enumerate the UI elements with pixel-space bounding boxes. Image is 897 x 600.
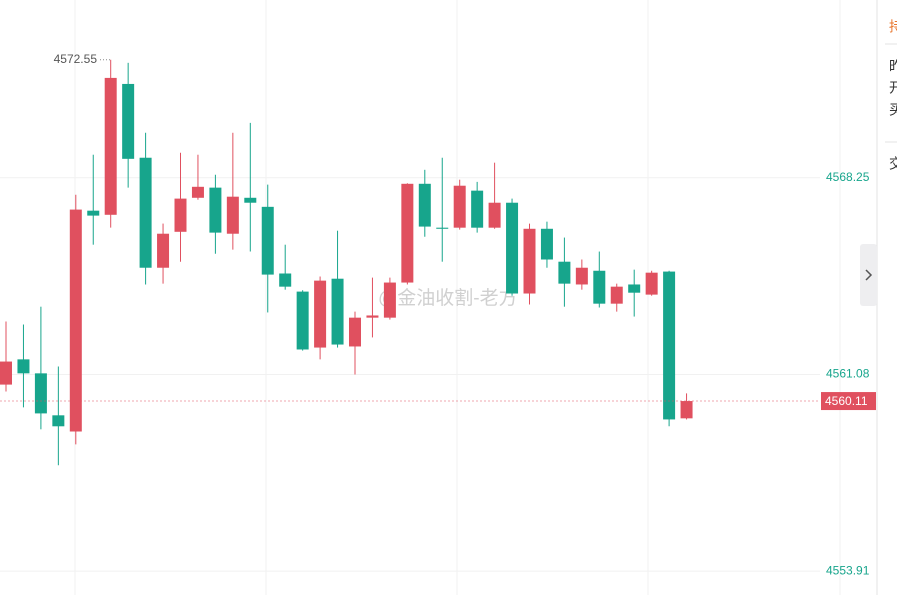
- candle-body: [314, 280, 327, 348]
- candle-body: [296, 291, 309, 350]
- candle-body: [453, 185, 466, 228]
- candle-body: [401, 183, 414, 283]
- side-panel-text: 交: [889, 156, 897, 172]
- y-tick-label: 4568.25: [826, 170, 870, 184]
- candle-body: [575, 267, 588, 285]
- candle-body: [593, 270, 606, 304]
- candle-body: [628, 284, 641, 293]
- candle-body: [383, 282, 396, 318]
- side-panel-text: 买: [889, 102, 897, 118]
- high-marker-label: 4572.55: [54, 52, 98, 66]
- candle-body: [663, 271, 676, 420]
- last-price-box: [821, 392, 876, 411]
- candle-body: [506, 202, 519, 294]
- candle-body: [174, 198, 187, 232]
- candle-body: [418, 183, 431, 227]
- candle-body: [645, 272, 658, 295]
- grid: [74, 0, 841, 595]
- last-price-label: 4560.11: [825, 394, 868, 408]
- candle-body: [139, 157, 152, 268]
- candle-body: [610, 286, 623, 304]
- candle-body: [279, 273, 292, 287]
- candle-body: [558, 261, 571, 284]
- candle-body: [471, 190, 484, 228]
- side-panel-text: 持: [889, 19, 897, 35]
- y-tick-label: 4553.91: [826, 563, 870, 577]
- candle-body: [540, 228, 553, 260]
- watermark: @金油收割-老方: [378, 287, 518, 309]
- candle-body: [104, 77, 117, 215]
- y-tick-label: 4561.08: [826, 367, 870, 381]
- candle-body: [523, 228, 536, 294]
- candle-body: [209, 187, 222, 233]
- candle-body: [157, 233, 170, 268]
- candle-body: [17, 359, 30, 374]
- side-panel-text: 昨: [889, 59, 897, 75]
- candle-body: [69, 209, 82, 432]
- candle-body: [191, 186, 204, 198]
- candle-body: [244, 197, 257, 203]
- candle-body: [488, 202, 501, 228]
- candle-body: [87, 210, 100, 216]
- candle-body: [366, 315, 379, 318]
- collapse-button[interactable]: [860, 244, 877, 306]
- candle-body: [0, 361, 12, 385]
- candle-body: [226, 196, 239, 234]
- candle-body: [34, 373, 47, 414]
- arrow-icon: [865, 269, 873, 281]
- candle-body: [436, 227, 449, 229]
- candle-body: [52, 415, 65, 427]
- candle-body: [349, 317, 361, 347]
- candle-body: [331, 278, 344, 345]
- side-panel-text: 开: [889, 80, 897, 96]
- candle-body: [261, 206, 274, 275]
- candle-body: [122, 83, 135, 159]
- candle-body: [680, 401, 693, 419]
